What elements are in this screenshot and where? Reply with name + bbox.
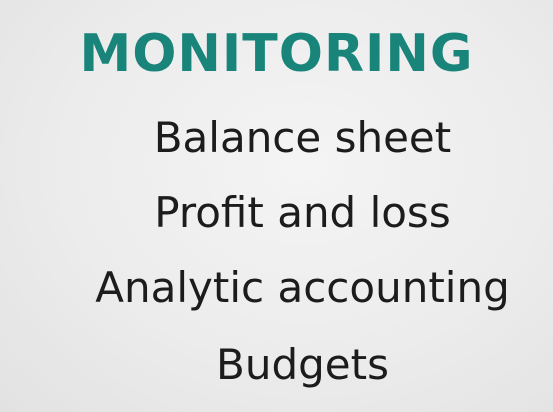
list-item-budgets: Budgets [216, 340, 389, 389]
list-item-balance-sheet: Balance sheet [153, 113, 452, 162]
list-item-profit-and-loss: Profit and loss [154, 188, 451, 237]
slide-title: MONITORING [79, 24, 474, 84]
list-item-analytic-accounting: Analytic accounting [95, 263, 510, 312]
